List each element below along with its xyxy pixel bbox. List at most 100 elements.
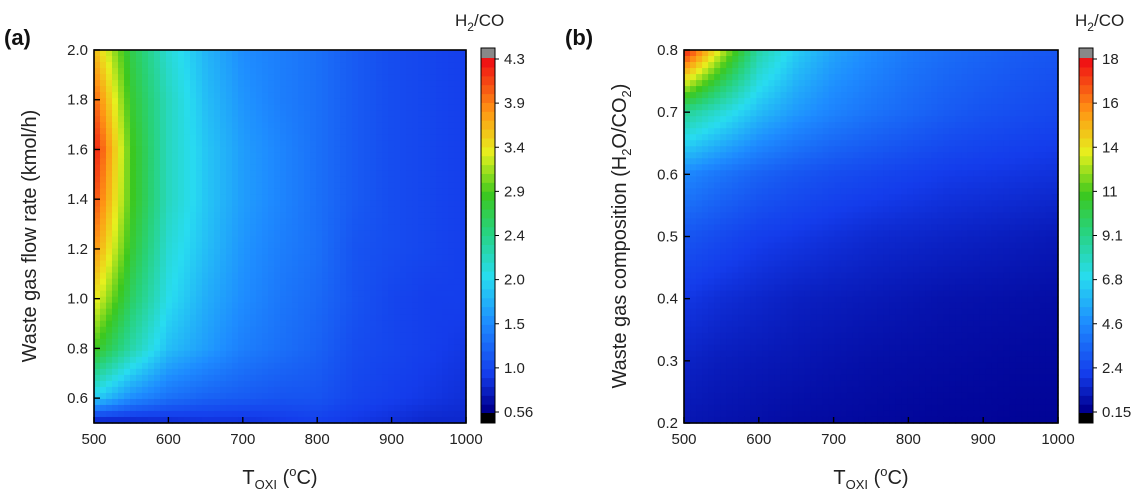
a-cell: [334, 224, 341, 232]
a-cell: [370, 368, 377, 376]
a-cell: [160, 104, 167, 111]
a-cell: [340, 146, 347, 153]
a-cell: [280, 62, 287, 69]
a-cell: [202, 350, 209, 358]
a-cell: [412, 146, 419, 153]
a-cell: [328, 218, 335, 226]
a-cell: [172, 356, 179, 364]
b-cell: [871, 122, 878, 129]
a-cell: [160, 134, 167, 141]
b-cell: [774, 98, 782, 105]
a-cell: [394, 110, 401, 117]
a-cell: [202, 86, 209, 93]
b-cell: [907, 68, 914, 75]
a-cell: [346, 212, 353, 220]
b-cell: [768, 86, 776, 93]
a-cell: [244, 386, 251, 394]
a-cell: [196, 218, 203, 226]
colorbar-segment: [481, 262, 495, 272]
a-cell: [304, 104, 311, 111]
a-cell: [166, 152, 173, 159]
a-cell: [130, 272, 137, 280]
a-cell: [334, 320, 341, 328]
a-cell: [346, 128, 353, 135]
a-cell: [118, 212, 125, 220]
a-cell: [322, 344, 329, 352]
a-cell: [142, 332, 149, 340]
a-cell: [310, 98, 317, 105]
a-cell: [220, 356, 227, 364]
a-cell: [208, 236, 215, 244]
a-cell: [436, 266, 443, 274]
b-cell: [1021, 146, 1029, 153]
b-cell: [871, 104, 878, 111]
b-cell: [1045, 116, 1053, 123]
a-cell: [394, 344, 401, 352]
a-cell: [448, 170, 455, 177]
colorbar-tick-label: 1.0: [504, 360, 525, 377]
a-cell: [226, 194, 233, 202]
b-cell: [744, 86, 751, 93]
b-cell: [786, 86, 794, 93]
a-cell: [316, 218, 323, 226]
b-cell: [696, 128, 703, 135]
a-cell: [406, 242, 413, 250]
a-cell: [394, 158, 401, 165]
a-cell: [118, 368, 125, 376]
a-cell: [208, 122, 215, 129]
a-cell: [292, 416, 299, 424]
a-cell: [190, 188, 197, 195]
b-cell: [979, 68, 987, 75]
b-cell: [1033, 98, 1041, 105]
a-cell: [406, 122, 413, 129]
a-cell: [94, 50, 101, 57]
a-cell: [130, 140, 137, 147]
a-cell: [418, 74, 425, 81]
b-cell: [961, 146, 969, 153]
a-cell: [256, 260, 263, 268]
a-cell: [394, 296, 401, 304]
b-cell: [822, 140, 830, 147]
a-cell: [448, 182, 455, 189]
a-cell: [352, 212, 359, 220]
b-cell: [913, 98, 920, 105]
b-cell: [750, 134, 757, 141]
colorbar-segment: [481, 342, 495, 352]
a-cell: [142, 362, 149, 370]
a-cell: [178, 302, 185, 310]
a-cell: [460, 242, 467, 250]
a-cell: [166, 236, 173, 244]
b-cell: [864, 62, 872, 69]
a-cell: [100, 386, 107, 394]
a-cell: [280, 158, 287, 165]
a-cell: [118, 110, 125, 117]
a-cell: [412, 152, 419, 159]
a-cell: [346, 254, 353, 262]
a-cell: [346, 386, 353, 394]
a-cell: [256, 158, 263, 165]
b-cell: [846, 62, 854, 69]
a-cell: [238, 350, 245, 358]
a-cell: [280, 104, 287, 111]
a-cell: [280, 134, 287, 141]
a-cell: [196, 212, 203, 220]
a-cell: [424, 362, 431, 370]
a-cell: [448, 68, 455, 75]
a-cell: [160, 290, 167, 298]
a-cell: [424, 176, 431, 183]
a-cell: [250, 332, 257, 340]
a-cell: [328, 380, 335, 388]
colorbar-segment: [481, 253, 495, 263]
b-cell: [780, 50, 788, 57]
a-cell: [394, 86, 401, 93]
a-cell: [220, 116, 227, 123]
b-cell: [1021, 86, 1029, 93]
a-cell: [340, 398, 347, 406]
a-cell: [124, 146, 131, 153]
b-cell: [1015, 74, 1023, 81]
a-cell: [442, 158, 449, 165]
a-cell: [250, 128, 257, 135]
a-cell: [388, 218, 395, 226]
a-cell: [406, 182, 413, 189]
b-cell: [774, 56, 782, 63]
